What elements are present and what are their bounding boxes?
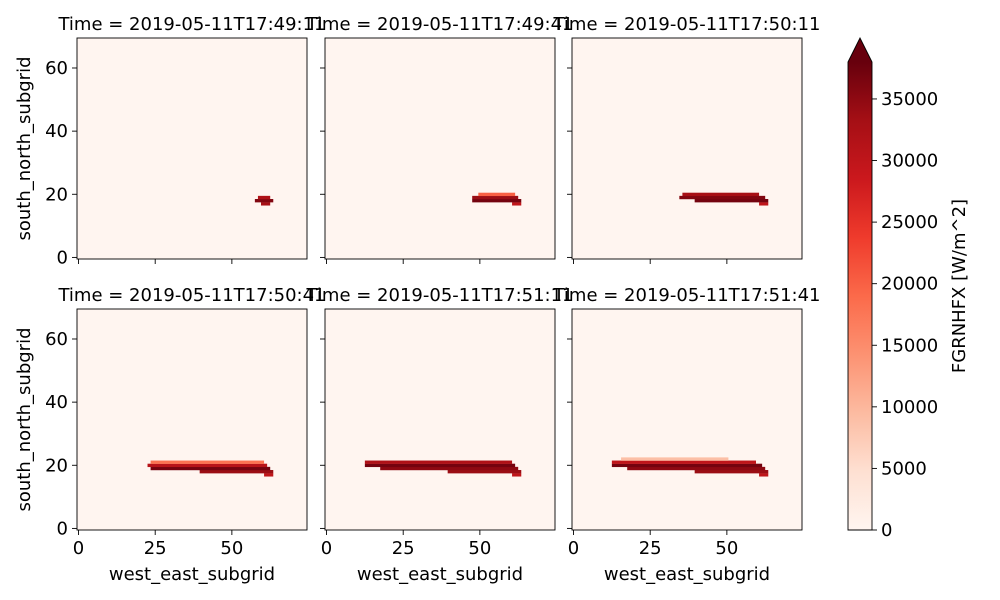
y-tick-label: 0 (57, 247, 68, 268)
heat-cell-row (512, 202, 522, 206)
heat-cell-row (472, 195, 519, 200)
panel-title: Time = 2019-05-11T17:49:11 (57, 14, 325, 35)
panel-2: Time = 2019-05-11T17:49:41 (305, 14, 574, 264)
x-tick-label: 50 (715, 538, 738, 559)
heat-cell-row (512, 473, 522, 477)
panel-frame (324, 308, 556, 531)
colorbar-gradient (848, 62, 872, 530)
heat-cell-row (621, 457, 729, 461)
panel-grid: Time = 2019-05-11T17:49:11 0 20 40 60 south_n… (14, 14, 821, 585)
x-tick-label: 25 (144, 538, 167, 559)
x-axis-label: west_east_subgrid (109, 564, 275, 585)
heat-cell-row (627, 466, 766, 471)
panel-title: Time = 2019-05-11T17:50:41 (57, 285, 325, 306)
y-tick-label: 20 (45, 455, 68, 476)
y-tick-label: 40 (45, 121, 68, 142)
colorbar-tick-label: 15000 (881, 335, 938, 356)
panel-title: Time = 2019-05-11T17:49:41 (305, 14, 573, 35)
colorbar-tick-label: 20000 (881, 274, 938, 295)
heat-cell-row (261, 202, 271, 206)
x-tick-label: 50 (220, 538, 243, 559)
colorbar-extend-arrow (848, 38, 872, 62)
colorbar-tick-label: 25000 (881, 212, 938, 233)
x-tick-label: 25 (639, 538, 662, 559)
heat-cell-row (694, 199, 769, 203)
heat-cell-row (759, 473, 769, 477)
x-axis-label: west_east_subgrid (604, 564, 770, 585)
heat-cell-row (150, 460, 265, 464)
panel-background (572, 38, 802, 259)
colorbar-label: FGRNHFX [W/m^2] (949, 199, 970, 373)
panel-background (77, 38, 307, 259)
x-tick-label: 0 (73, 538, 84, 559)
heat-cell-row (679, 195, 766, 200)
heat-cell-row (364, 463, 516, 468)
colorbar-tick-label: 30000 (881, 151, 938, 172)
colorbar-tick-label: 5000 (881, 458, 927, 479)
x-axis-label: west_east_subgrid (357, 564, 523, 585)
colorbar-tick-label: 10000 (881, 397, 938, 418)
panel-frame (76, 308, 308, 531)
heat-cell-row (759, 202, 769, 206)
heat-cell-row (472, 199, 522, 203)
y-tick-label: 40 (45, 392, 68, 413)
y-tick-label: 0 (57, 518, 68, 539)
heat-cell-row (611, 460, 756, 464)
heat-cell-row (478, 192, 516, 197)
heat-cell-row (364, 460, 513, 464)
panel-background (325, 38, 555, 259)
x-tick-label: 50 (468, 538, 491, 559)
heat-cell-row (254, 199, 274, 203)
panel-background (325, 309, 555, 530)
panel-background (572, 309, 802, 530)
panel-frame (571, 308, 803, 531)
heat-cell-row (199, 470, 274, 474)
panel-background (77, 309, 307, 530)
y-axis-label: south_north_subgrid (14, 56, 35, 240)
x-tick-label: 0 (568, 538, 579, 559)
heat-cell-row (264, 473, 274, 477)
heat-cell-row (611, 463, 763, 468)
panel-5: Time = 2019-05-11T17:51:11 0 25 50 west_east… (305, 285, 573, 585)
heat-cell-row (380, 466, 519, 471)
heat-cell-row (257, 195, 271, 200)
colorbar-tick-label: 35000 (881, 89, 938, 110)
panel-title: Time = 2019-05-11T17:51:41 (552, 285, 820, 306)
colorbar: 0 5000 10000 15000 20000 25000 30000 35000 FGRNH… (847, 36, 970, 541)
panel-4: Time = 2019-05-11T17:50:41 0 25 50 0 20 40 60 we… (14, 285, 326, 585)
heat-cell-row (447, 470, 522, 474)
y-tick-label: 20 (45, 184, 68, 205)
panel-frame (324, 37, 556, 260)
y-axis-label: south_north_subgrid (14, 327, 35, 511)
heat-cell-row (147, 463, 268, 468)
colorbar-tick-label: 0 (881, 520, 892, 541)
x-tick-label: 25 (392, 538, 415, 559)
y-tick-label: 60 (45, 329, 68, 350)
y-tick-label: 60 (45, 58, 68, 79)
colorbar-frame (847, 36, 873, 531)
heat-cell-row (682, 192, 760, 197)
heat-cell-row (150, 466, 271, 471)
panel-1: Time = 2019-05-11T17:49:11 0 20 40 60 south_n… (14, 14, 326, 268)
panel-3: Time = 2019-05-11T17:50:11 (552, 14, 821, 264)
panel-frame (571, 37, 803, 260)
panel-title: Time = 2019-05-11T17:50:11 (552, 14, 820, 35)
x-tick-label: 0 (321, 538, 332, 559)
panel-title: Time = 2019-05-11T17:51:11 (305, 285, 573, 306)
panel-frame (76, 37, 308, 260)
heat-cell-row (694, 470, 769, 474)
panel-6: Time = 2019-05-11T17:51:41 0 25 50 west_east… (552, 285, 820, 585)
